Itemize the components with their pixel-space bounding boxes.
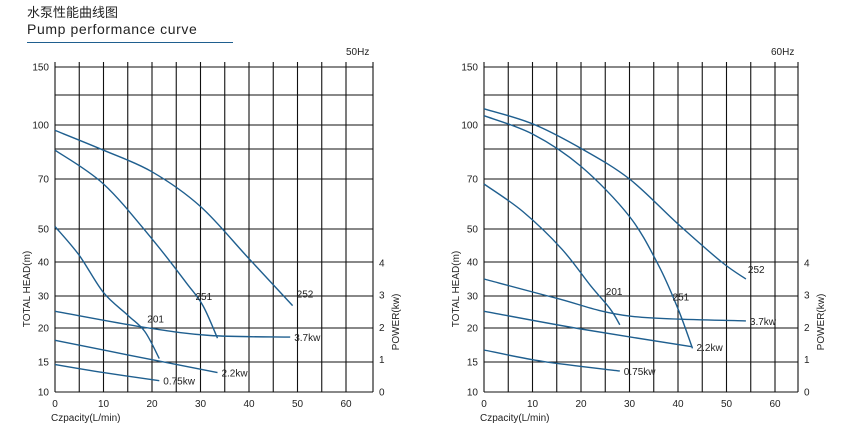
y-axis-label: TOTAL HEAD(m)	[451, 251, 462, 327]
curve-label-251: 251	[195, 292, 212, 303]
chart-header: 水泵性能曲线图 Pump performance curve	[27, 6, 197, 37]
curve-label-3.7kw: 3.7kw	[750, 317, 777, 328]
curve-2.2kw	[54, 339, 218, 374]
x-tick-label: 50	[721, 399, 733, 410]
y-tick-label: 70	[467, 175, 479, 186]
curve-251	[483, 115, 694, 349]
x-tick-label: 40	[672, 399, 684, 410]
curve-label-252: 252	[297, 290, 314, 301]
x-tick-label: 30	[195, 399, 207, 410]
curve-252	[483, 108, 747, 280]
y-tick-label: 100	[32, 121, 49, 132]
x-tick-label: 60	[340, 399, 352, 410]
y-tick-label: 40	[467, 258, 479, 269]
curve-label-0.75kw: 0.75kw	[624, 367, 656, 378]
y-tick-label: 50	[38, 225, 50, 236]
x-axis-label: Czpacity(L/min)	[480, 413, 549, 424]
y2-tick-label: 2	[804, 323, 810, 334]
frequency-label: 60Hz	[771, 47, 794, 58]
y-tick-label: 20	[467, 324, 479, 335]
title-cn: 水泵性能曲线图	[27, 6, 119, 21]
curve-3.7kw	[54, 310, 291, 338]
curve-label-201: 201	[147, 315, 164, 326]
x-axis-label: Czpacity(L/min)	[51, 413, 120, 424]
y-tick-label: 20	[38, 324, 50, 335]
y2-tick-label: 0	[379, 388, 385, 399]
curve-label-251: 251	[673, 292, 690, 303]
y-tick-label: 10	[38, 388, 50, 399]
curve-3.7kw	[483, 278, 746, 322]
y-tick-label: 150	[461, 63, 478, 74]
curve-201	[54, 226, 160, 359]
y-tick-label: 15	[467, 358, 479, 369]
frequency-label: 50Hz	[346, 47, 369, 58]
x-tick-label: 40	[243, 399, 255, 410]
y-tick-label: 15	[38, 358, 50, 369]
y-tick-label: 30	[467, 292, 479, 303]
y2-tick-label: 1	[379, 355, 385, 366]
curve-2.2kw	[483, 310, 693, 348]
x-tick-label: 20	[146, 399, 158, 410]
y2-tick-label: 4	[379, 258, 385, 269]
x-tick-label: 50	[292, 399, 304, 410]
curve-201	[483, 183, 621, 326]
curve-251	[54, 149, 219, 339]
x-tick-label: 60	[769, 399, 781, 410]
x-tick-label: 10	[98, 399, 110, 410]
curve-label-2.2kw: 2.2kw	[697, 343, 724, 354]
curve-label-2.2kw: 2.2kw	[221, 369, 248, 380]
header-underline	[27, 42, 233, 43]
y2-axis-label: POWER(kw)	[391, 294, 402, 351]
x-tick-label: 30	[624, 399, 636, 410]
curve-0.75kw	[483, 349, 620, 372]
title-en: Pump performance curve	[27, 21, 198, 37]
y2-axis-label: POWER(kw)	[816, 294, 827, 351]
curve-label-0.75kw: 0.75kw	[163, 377, 195, 388]
y2-tick-label: 3	[379, 291, 385, 302]
y-tick-label: 100	[461, 121, 478, 132]
curve-0.75kw	[54, 363, 160, 382]
y-tick-label: 30	[38, 292, 50, 303]
x-tick-label: 0	[52, 399, 58, 410]
y-tick-label: 10	[467, 388, 479, 399]
y2-tick-label: 2	[379, 323, 385, 334]
curve-252	[54, 129, 294, 307]
x-tick-label: 10	[527, 399, 539, 410]
y2-tick-label: 3	[804, 291, 810, 302]
y-tick-label: 40	[38, 258, 50, 269]
y2-tick-label: 1	[804, 355, 810, 366]
y-tick-label: 50	[467, 225, 479, 236]
curve-label-3.7kw: 3.7kw	[294, 333, 321, 344]
x-tick-label: 0	[481, 399, 487, 410]
y-tick-label: 70	[38, 175, 50, 186]
x-tick-label: 20	[575, 399, 587, 410]
y2-tick-label: 4	[804, 258, 810, 269]
curve-label-252: 252	[748, 265, 765, 276]
y-axis-label: TOTAL HEAD(m)	[22, 251, 33, 327]
y2-tick-label: 0	[804, 388, 810, 399]
curve-label-201: 201	[606, 287, 623, 298]
y-tick-label: 150	[32, 63, 49, 74]
